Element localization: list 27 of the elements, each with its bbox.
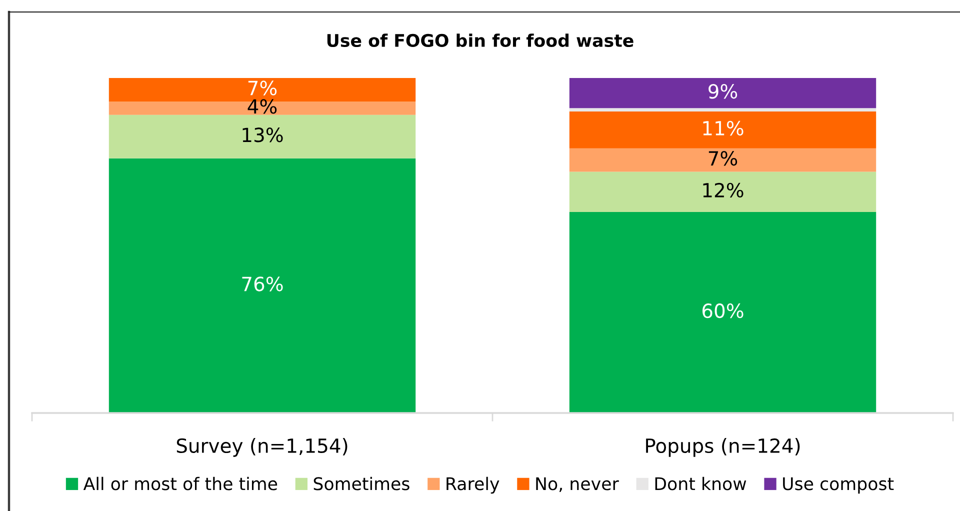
data-label: 7% [708,151,738,166]
data-label: 7% [248,80,277,96]
data-label: 4% [248,99,277,114]
bar [108,158,416,413]
legend-label: All or most of the time [83,476,278,490]
data-label: 13% [242,128,283,142]
legend-label: Dont know [655,476,746,490]
x-tick-label: Survey (n=1,154) [176,438,348,457]
data-label: 76% [242,276,283,292]
data-label: 60% [702,303,744,318]
bar [108,114,416,158]
bar [569,108,876,112]
bar [569,212,876,413]
legend-label: Rarely [446,476,500,494]
legend-label: No, never [536,477,619,492]
bar [569,112,876,148]
x-tick-label: Popups (n=124) [646,438,800,457]
bar [569,78,876,108]
bar [569,172,876,212]
data-label: 12% [703,182,744,198]
chart-title: Use of FOGO bin for food waste [327,34,634,48]
legend-label: Sometimes [314,476,410,490]
bar [108,101,416,115]
data-label: 9% [708,84,738,99]
data-label: 11% [703,120,744,136]
legend-label: Use compost [783,477,894,494]
bar [569,148,876,172]
